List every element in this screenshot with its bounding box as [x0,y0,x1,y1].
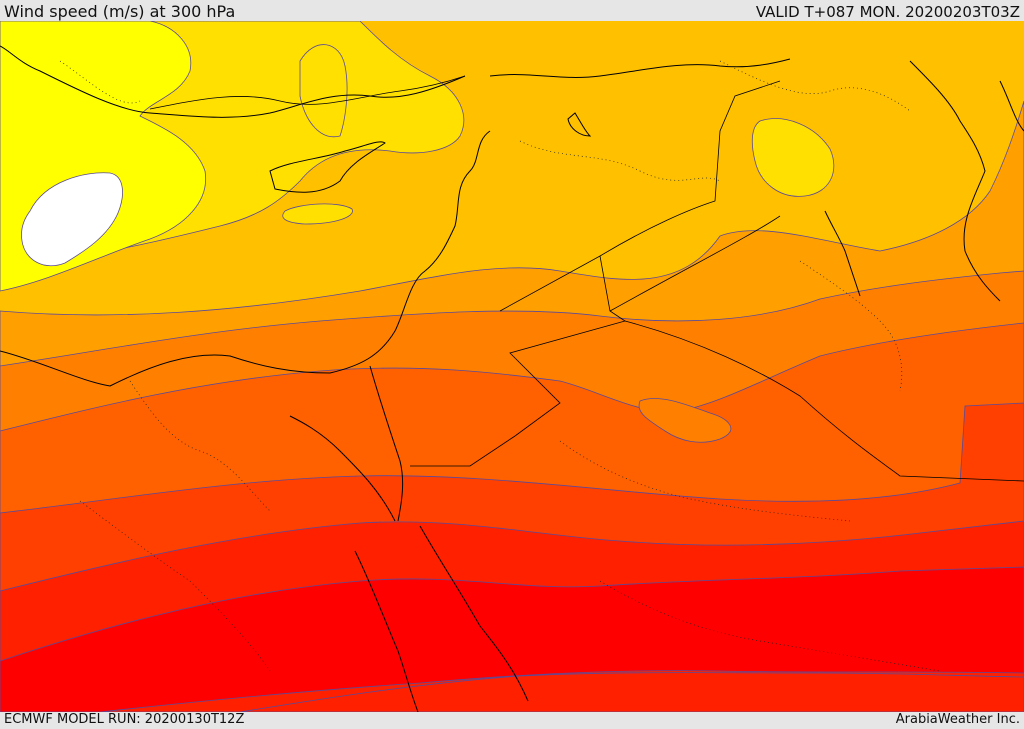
band-white-max [21,172,123,267]
coastlines [0,45,1024,712]
band-yellow-lobe [299,44,348,138]
model-run: ECMWF MODEL RUN: 20200130T12Z [4,712,245,727]
map-canvas [0,21,1024,712]
map-footer: ECMWF MODEL RUN: 20200130T12Z ArabiaWeat… [0,712,1024,729]
pocket-yellow-east [751,118,835,197]
map-title: Wind speed (m/s) at 300 hPa [4,2,236,21]
band-red-orange-bottom [239,672,1024,712]
pocket-yellow-cyprus [282,203,353,225]
wind-speed-map [0,21,1024,712]
valid-time: VALID T+087 MON. 20200203T03Z [755,3,1020,21]
pocket-amber-central [638,398,732,443]
borders [149,75,1024,482]
credit-label: ArabiaWeather Inc. [895,712,1020,727]
province-boundaries [59,60,941,672]
band-red [0,566,1024,712]
map-header: Wind speed (m/s) at 300 hPa VALID T+087 … [0,0,1024,21]
